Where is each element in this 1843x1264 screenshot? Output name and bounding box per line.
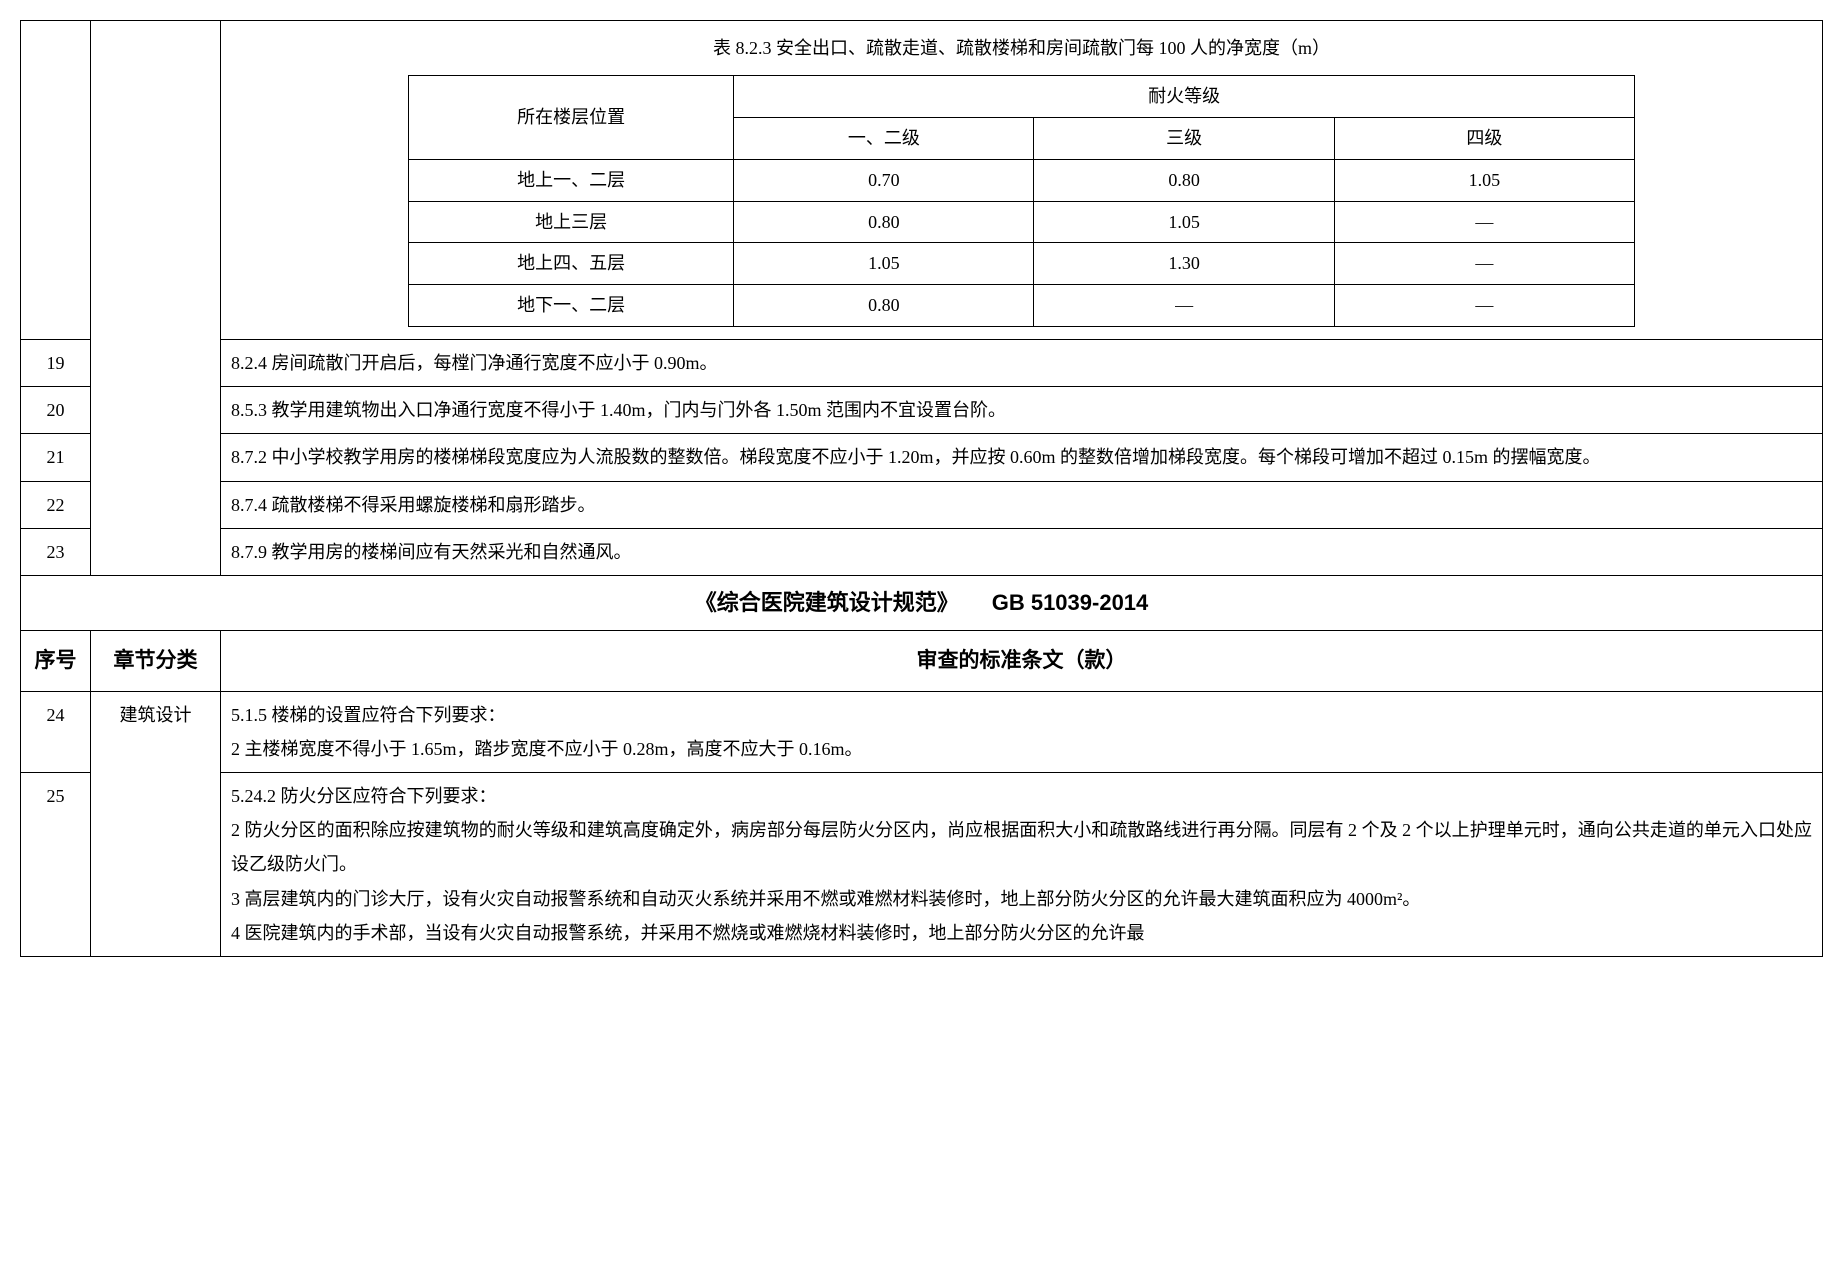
table-row: 20 8.5.3 教学用建筑物出入口净通行宽度不得小于 1.40m，门内与门外各… <box>21 387 1823 434</box>
hdr-l4: 四级 <box>1334 117 1634 159</box>
row-number: 25 <box>21 772 91 956</box>
row-number: 24 <box>21 691 91 772</box>
row-text: 5.24.2 防火分区应符合下列要求： 2 防火分区的面积除应按建筑物的耐火等级… <box>221 772 1823 956</box>
inner-row: 地上一、二层 0.70 0.80 1.05 <box>409 159 1635 201</box>
inner-c2: — <box>1034 285 1334 327</box>
inner-row: 地上三层 0.80 1.05 — <box>409 201 1635 243</box>
inner-c2: 1.30 <box>1034 243 1334 285</box>
inner-c2: 0.80 <box>1034 159 1334 201</box>
inner-c3: — <box>1334 243 1634 285</box>
inner-row: 地下一、二层 0.80 — — <box>409 285 1635 327</box>
hdr-content: 审查的标准条文（款） <box>221 630 1823 691</box>
row-text: 8.5.3 教学用建筑物出入口净通行宽度不得小于 1.40m，门内与门外各 1.… <box>221 387 1823 434</box>
inner-floor: 地上三层 <box>409 201 734 243</box>
hdr-l3: 三级 <box>1034 117 1334 159</box>
inner-floor: 地上四、五层 <box>409 243 734 285</box>
row-number: 20 <box>21 387 91 434</box>
hdr-cat: 章节分类 <box>91 630 221 691</box>
inner-c1: 0.70 <box>734 159 1034 201</box>
inner-c3: — <box>1334 201 1634 243</box>
inner-c3: 1.05 <box>1334 159 1634 201</box>
row-number: 19 <box>21 339 91 386</box>
table-row: 21 8.7.2 中小学校教学用房的楼梯梯段宽度应为人流股数的整数倍。梯段宽度不… <box>21 434 1823 481</box>
row-text: 8.7.4 疏散楼梯不得采用螺旋楼梯和扇形踏步。 <box>221 481 1823 528</box>
row-number: 23 <box>21 528 91 575</box>
inner-table-container: 表 8.2.3 安全出口、疏散走道、疏散楼梯和房间疏散门每 100 人的净宽度（… <box>221 21 1823 340</box>
width-inner-table: 所在楼层位置 耐火等级 一、二级 三级 四级 地上一、二层 0.70 0.80 … <box>408 75 1635 327</box>
row-number: 21 <box>21 434 91 481</box>
inner-table-caption: 表 8.2.3 安全出口、疏散走道、疏散楼梯和房间疏散门每 100 人的净宽度（… <box>235 25 1808 75</box>
inner-c3: — <box>1334 285 1634 327</box>
table-row: 表 8.2.3 安全出口、疏散走道、疏散楼梯和房间疏散门每 100 人的净宽度（… <box>21 21 1823 340</box>
inner-row: 地上四、五层 1.05 1.30 — <box>409 243 1635 285</box>
hdr-num: 序号 <box>21 630 91 691</box>
inner-floor: 地下一、二层 <box>409 285 734 327</box>
regulation-table: 表 8.2.3 安全出口、疏散走道、疏散楼梯和房间疏散门每 100 人的净宽度（… <box>20 20 1823 957</box>
hdr-l12: 一、二级 <box>734 117 1034 159</box>
row-text: 8.2.4 房间疏散门开启后，每樘门净通行宽度不应小于 0.90m。 <box>221 339 1823 386</box>
inner-header-row1: 所在楼层位置 耐火等级 <box>409 76 1635 118</box>
section-title: 《综合医院建筑设计规范》 GB 51039-2014 <box>21 575 1823 630</box>
section-header-row: 序号 章节分类 审查的标准条文（款） <box>21 630 1823 691</box>
hdr-floor: 所在楼层位置 <box>409 76 734 160</box>
table-row: 19 8.2.4 房间疏散门开启后，每樘门净通行宽度不应小于 0.90m。 <box>21 339 1823 386</box>
category-cell-merged <box>91 21 221 576</box>
row-text: 5.1.5 楼梯的设置应符合下列要求： 2 主楼梯宽度不得小于 1.65m，踏步… <box>221 691 1823 772</box>
row-category: 建筑设计 <box>91 691 221 956</box>
table-row: 23 8.7.9 教学用房的楼梯间应有天然采光和自然通风。 <box>21 528 1823 575</box>
inner-c1: 1.05 <box>734 243 1034 285</box>
inner-c1: 0.80 <box>734 201 1034 243</box>
hdr-fire: 耐火等级 <box>734 76 1635 118</box>
table-row: 22 8.7.4 疏散楼梯不得采用螺旋楼梯和扇形踏步。 <box>21 481 1823 528</box>
table-row: 24 建筑设计 5.1.5 楼梯的设置应符合下列要求： 2 主楼梯宽度不得小于 … <box>21 691 1823 772</box>
row-text: 8.7.9 教学用房的楼梯间应有天然采光和自然通风。 <box>221 528 1823 575</box>
table-row: 25 5.24.2 防火分区应符合下列要求： 2 防火分区的面积除应按建筑物的耐… <box>21 772 1823 956</box>
row-number: 22 <box>21 481 91 528</box>
inner-c2: 1.05 <box>1034 201 1334 243</box>
row-number-empty <box>21 21 91 340</box>
row-text: 8.7.2 中小学校教学用房的楼梯梯段宽度应为人流股数的整数倍。梯段宽度不应小于… <box>221 434 1823 481</box>
inner-c1: 0.80 <box>734 285 1034 327</box>
inner-floor: 地上一、二层 <box>409 159 734 201</box>
section-title-row: 《综合医院建筑设计规范》 GB 51039-2014 <box>21 575 1823 630</box>
